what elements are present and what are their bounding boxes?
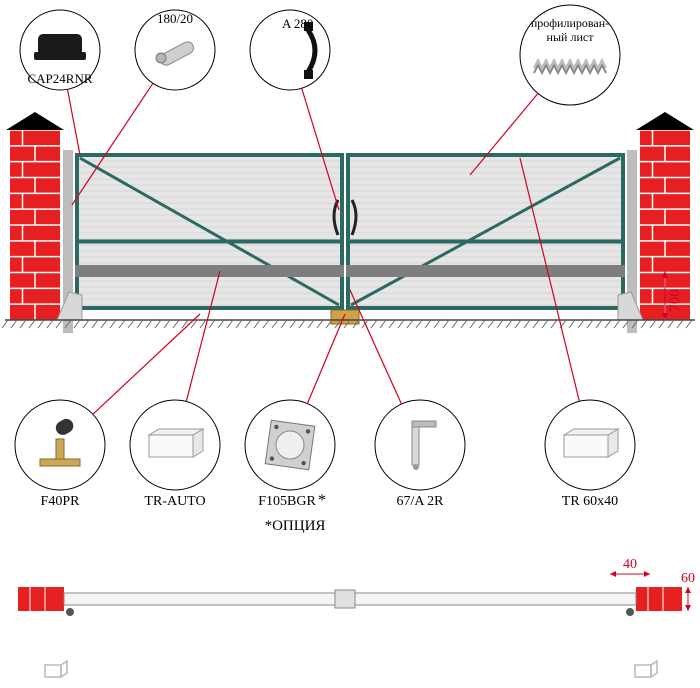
latch-plate-option: *ОПЦИЯ (265, 518, 326, 534)
handle-label: A 280 (282, 16, 313, 31)
dim-60-text: 60 (681, 571, 695, 586)
support-left (57, 292, 82, 320)
latch-plate-star: * (318, 492, 326, 509)
dim-60 (685, 587, 691, 611)
gate-leaf-left (75, 155, 344, 308)
svg-text:700: 700 (667, 289, 683, 312)
cap-label: CAP24RNR (27, 71, 92, 86)
callout-sheet (470, 5, 620, 175)
sheet-label-2: ный лист (547, 30, 595, 44)
pillar-left (6, 112, 64, 320)
bolt-label: 67/A 2R (396, 494, 444, 509)
mini-icon-right (635, 661, 657, 677)
callout-latch-plate (245, 314, 345, 490)
ground-plate-icon (331, 310, 359, 324)
gate-leaf-right (346, 155, 625, 308)
stopper-label: F40PR (41, 494, 81, 509)
hinge-label: 180/20 (157, 11, 193, 26)
mini-icon-left (45, 661, 67, 677)
tube-auto-label: TR-AUTO (144, 494, 205, 509)
latch-plate-label: F105BGR (258, 494, 316, 509)
plan-view (18, 587, 682, 616)
dim-40-text: 40 (623, 557, 637, 572)
support-right (618, 292, 643, 320)
tube-60x40-label: TR 60x40 (562, 494, 618, 509)
sheet-label-1: профилирован- (531, 16, 609, 30)
